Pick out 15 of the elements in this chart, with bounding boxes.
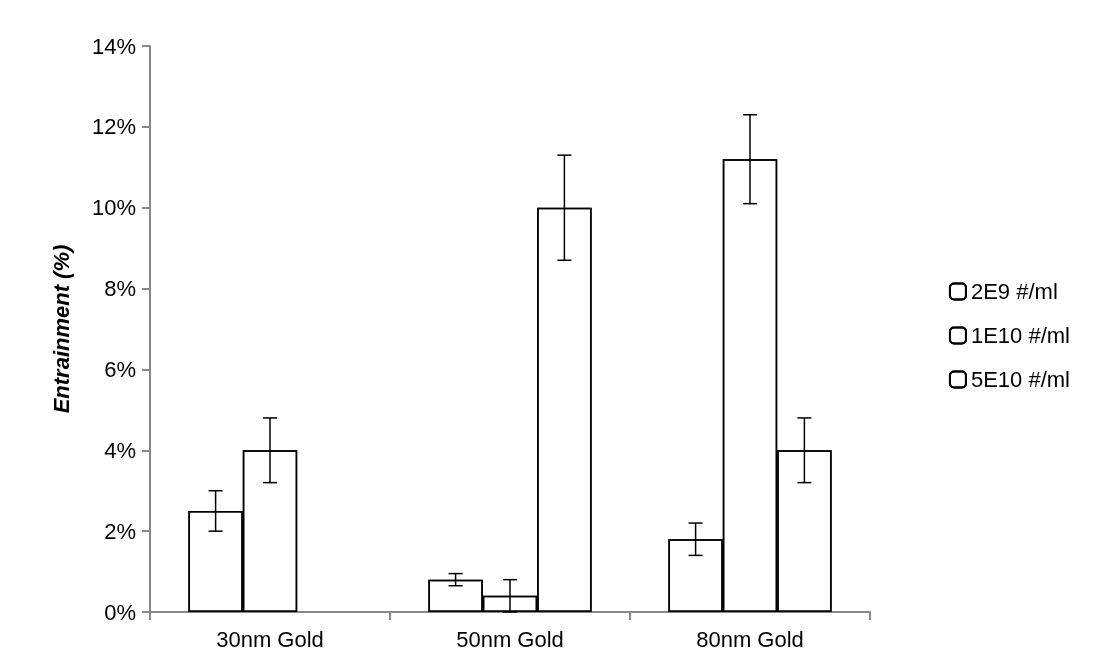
y-tick-label: 14% <box>91 33 136 59</box>
y-axis-title: Entrainment (%) <box>48 244 74 414</box>
y-tick-label: 4% <box>104 437 136 463</box>
y-tick-label: 12% <box>91 114 136 140</box>
x-tick-label: 80nm Gold <box>696 626 804 652</box>
y-tick-label: 2% <box>104 518 136 544</box>
x-tick-label: 50nm Gold <box>456 626 564 652</box>
y-tick-label: 0% <box>104 599 136 625</box>
legend-label: 2E9 #/ml <box>970 279 1058 304</box>
legend-label: 5E10 #/ml <box>970 367 1071 392</box>
x-tick-label: 30nm Gold <box>216 626 324 652</box>
y-tick-label: 8% <box>104 276 136 302</box>
legend-label: 1E10 #/ml <box>970 323 1071 348</box>
y-tick-label: 10% <box>91 195 136 221</box>
y-tick-label: 6% <box>104 356 136 382</box>
